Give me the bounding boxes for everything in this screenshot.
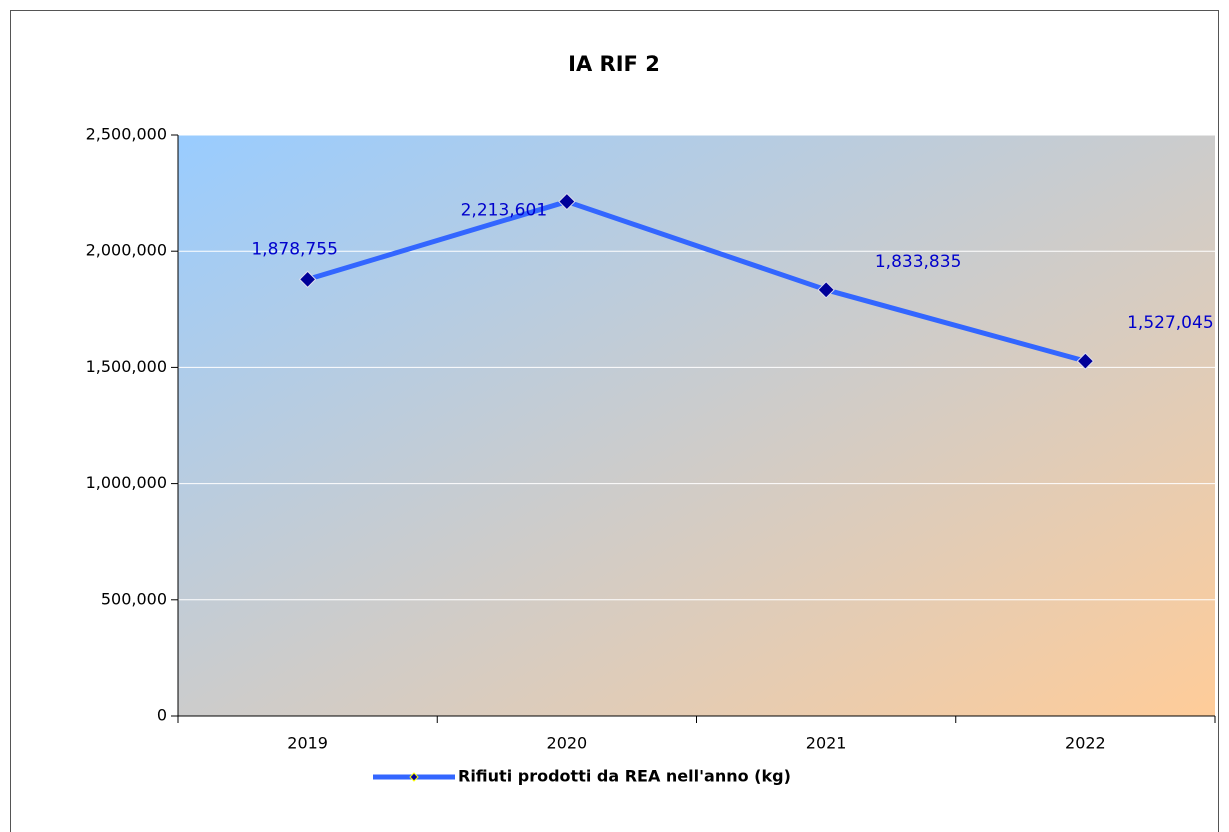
x-tick-label: 2020	[547, 734, 588, 753]
marker	[558, 192, 576, 211]
x-tick-label: 2019	[287, 734, 328, 753]
legend-label: Rifiuti prodotti da REA nell'anno (kg)	[458, 767, 791, 786]
y-tick-label: 500,000	[101, 589, 167, 608]
x-tick-label: 2021	[806, 734, 847, 753]
line	[306, 199, 1087, 364]
marker	[817, 281, 835, 299]
marker	[1076, 352, 1095, 370]
data-label: 2,213,601	[461, 201, 548, 221]
y-tick-label: 2,500,000	[86, 125, 167, 144]
y-tick-label: 1,000,000	[86, 473, 167, 492]
chart-title: IA RIF 2	[568, 52, 660, 76]
y-tick-label: 0	[157, 706, 167, 725]
x-tick-label: 2022	[1065, 734, 1106, 753]
plot-area	[178, 135, 1215, 716]
marker	[298, 270, 317, 289]
y-tick-label: 1,500,000	[86, 357, 167, 376]
legend-marker	[409, 772, 419, 782]
data-label: 1,833,835	[875, 252, 962, 272]
data-label: 1,527,045	[1127, 313, 1214, 333]
y-tick-label: 2,000,000	[86, 241, 167, 260]
data-label: 1,878,755	[251, 239, 338, 259]
